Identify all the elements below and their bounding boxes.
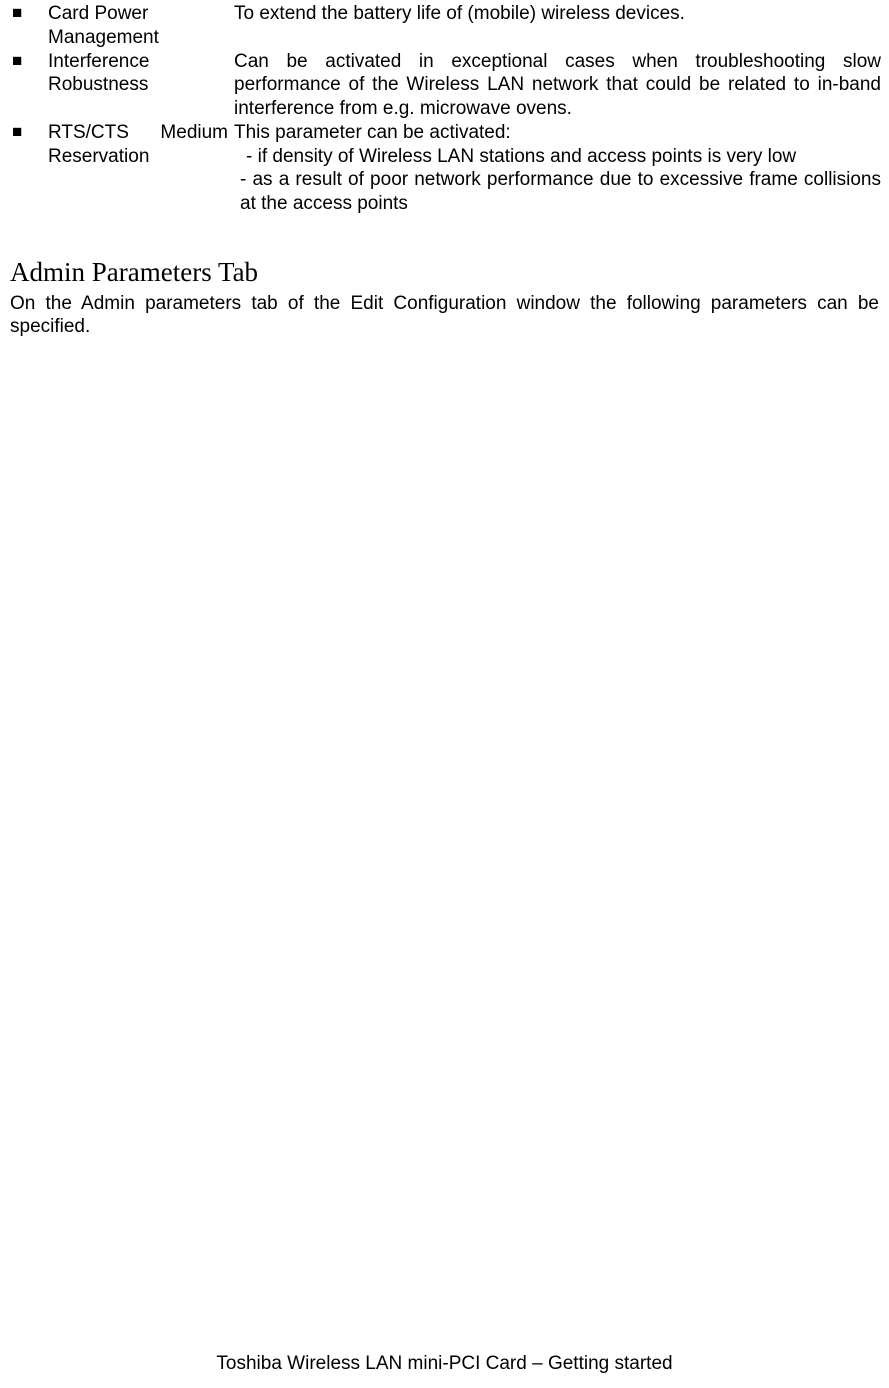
param-label: Card Power Management [48,2,234,50]
param-row-interference: ■ Interference Robustness Can be activat… [8,50,881,121]
page-footer: Toshiba Wireless LAN mini-PCI Card – Get… [0,1352,889,1376]
section-heading: Admin Parameters Tab [8,256,881,290]
parameter-list: ■ Card Power Management To extend the ba… [8,0,881,216]
param-row-card-power: ■ Card Power Management To extend the ba… [8,2,881,50]
param-label: RTS/CTS Medium Reservation [48,121,234,169]
param-label: Interference Robustness [48,50,234,98]
bullet-icon: ■ [8,50,48,72]
param-label-part: RTS/CTS [48,121,129,145]
param-description: Can be activated in exceptional cases wh… [234,50,881,121]
param-description: To extend the battery life of (mobile) w… [234,2,881,26]
bullet-icon: ■ [8,2,48,24]
param-desc-line: - if density of Wireless LAN stations an… [234,145,881,169]
param-label-part: Medium [160,121,228,145]
param-desc-line: - as a result of poor network performanc… [234,168,881,216]
param-desc-line: This parameter can be activated: [234,121,881,145]
param-label-part: Reservation [48,145,228,169]
section-body-text: On the Admin parameters tab of the Edit … [8,292,881,340]
bullet-icon: ■ [8,121,48,143]
param-row-rts-cts: ■ RTS/CTS Medium Reservation This parame… [8,121,881,216]
document-page: ■ Card Power Management To extend the ba… [0,0,889,1388]
param-description: This parameter can be activated: - if de… [234,121,881,216]
